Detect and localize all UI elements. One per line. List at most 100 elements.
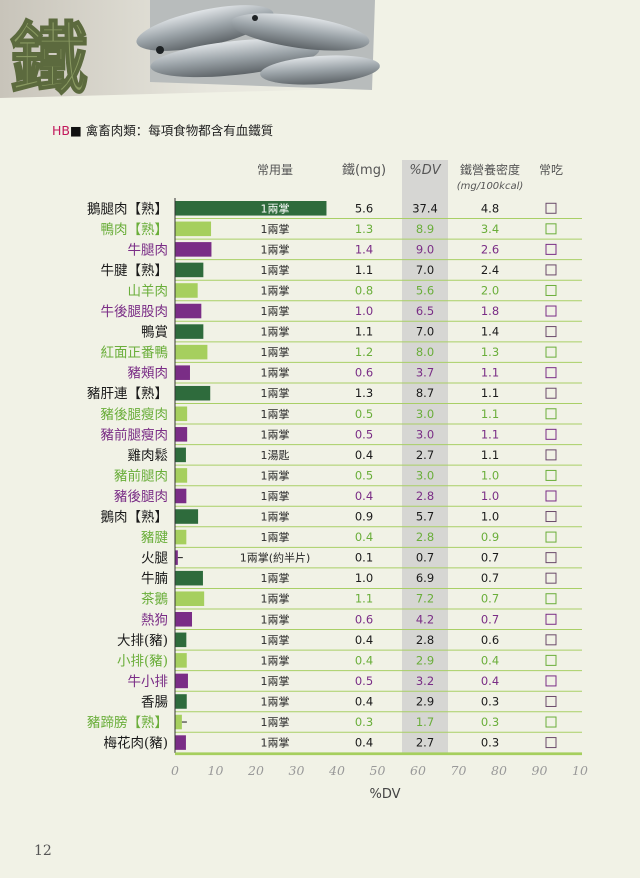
- row-label: 茶鵝: [141, 592, 168, 608]
- bar: [175, 735, 186, 750]
- iron-cell: 1.0: [355, 304, 373, 318]
- iron-cell: 0.4: [355, 653, 373, 667]
- density-cell: 0.3: [481, 736, 499, 750]
- dv-cell: 2.8: [416, 489, 434, 503]
- portion-cell: 1兩掌: [261, 694, 290, 708]
- density-cell: 2.0: [481, 283, 499, 297]
- header-iron: 鐵(mg): [342, 162, 386, 178]
- row-label: 牛腩: [141, 571, 168, 587]
- frequent-checkbox: [545, 264, 557, 276]
- iron-cell: 0.4: [355, 736, 373, 750]
- frequent-checkbox: [545, 716, 557, 728]
- dv-cell: 5.7: [416, 510, 434, 524]
- category-label: 禽畜肉類：: [81, 123, 149, 138]
- bar: [175, 262, 204, 278]
- density-cell: 0.7: [481, 551, 499, 565]
- dv-cell: 6.5: [416, 304, 434, 318]
- row-label: 豬肝連【熟】: [87, 386, 168, 402]
- iron-cell: 0.4: [355, 633, 373, 647]
- frequent-checkbox: [545, 654, 557, 666]
- bar: [175, 673, 188, 689]
- iron-cell: 0.4: [355, 489, 373, 503]
- x-tick-label: 10: [208, 763, 224, 778]
- dv-cell: 2.8: [416, 633, 434, 647]
- density-cell: 1.1: [481, 407, 499, 421]
- header-banner: 鐵: [0, 0, 380, 100]
- dv-cell: 37.4: [412, 201, 438, 215]
- dv-cell: 3.0: [416, 427, 434, 441]
- dv-cell: 8.9: [416, 222, 434, 236]
- row-label: 牛腿肉: [128, 242, 169, 258]
- iron-cell: 0.5: [355, 407, 373, 421]
- density-cell: 4.8: [481, 201, 499, 215]
- dv-cell: 3.0: [416, 407, 434, 421]
- row-label: 火腿: [141, 551, 168, 567]
- iron-cell: 1.3: [355, 386, 373, 400]
- dv-cell: 0.7: [416, 551, 434, 565]
- dv-cell: 3.2: [416, 674, 434, 688]
- portion-cell: 1兩掌: [261, 674, 290, 688]
- dv-cell: 8.7: [416, 386, 434, 400]
- row-label: 大排(豬): [117, 633, 168, 649]
- bar: [175, 385, 211, 401]
- portion-cell: 1兩掌: [261, 612, 290, 626]
- row-label: 牛腱【熟】: [101, 263, 169, 279]
- dv-cell: 6.9: [416, 571, 434, 585]
- density-cell: 1.8: [481, 304, 499, 318]
- portion-cell: 1兩掌: [261, 407, 290, 421]
- dv-cell: 2.7: [416, 448, 434, 462]
- frequent-checkbox: [545, 469, 557, 481]
- dv-cell: 5.6: [416, 283, 434, 297]
- frequent-checkbox: [545, 552, 557, 564]
- dv-cell: 7.0: [416, 325, 434, 339]
- portion-cell: 1兩掌: [261, 489, 290, 503]
- dv-cell: 2.9: [416, 694, 434, 708]
- density-cell: 1.1: [481, 448, 499, 462]
- bar: [175, 344, 208, 360]
- iron-cell: 1.1: [355, 592, 373, 606]
- density-cell: 0.7: [481, 612, 499, 626]
- density-cell: 1.3: [481, 345, 499, 359]
- density-cell: 1.0: [481, 510, 499, 524]
- density-cell: 0.6: [481, 633, 499, 647]
- bar: [175, 550, 178, 565]
- iron-cell: 0.3: [355, 715, 373, 729]
- frequent-checkbox: [545, 675, 557, 687]
- row-label: 鵝腿肉【熟】: [87, 201, 168, 217]
- frequent-checkbox: [545, 284, 557, 296]
- bar: [175, 324, 204, 339]
- row-label: 山羊肉: [128, 283, 169, 299]
- row-label: 豬前腿瘦肉: [101, 426, 169, 443]
- bar: [175, 242, 212, 257]
- header-density-unit: (mg/100kcal): [457, 181, 524, 192]
- frequent-checkbox: [545, 613, 557, 625]
- x-axis-label: %DV: [369, 787, 400, 802]
- row-label: 豬前腿肉: [114, 467, 168, 484]
- frequent-checkbox: [545, 572, 557, 584]
- bar: [175, 714, 182, 730]
- portion-cell: 1兩掌: [261, 427, 290, 441]
- portion-cell: 1兩掌: [261, 263, 290, 277]
- density-cell: 0.9: [481, 530, 499, 544]
- density-cell: 0.7: [481, 592, 499, 606]
- frequent-checkbox: [545, 305, 557, 317]
- dv-cell: 7.2: [416, 592, 434, 606]
- dv-cell: 2.7: [416, 736, 434, 750]
- iron-cell: 0.8: [355, 283, 373, 297]
- frequent-checkbox: [545, 593, 557, 605]
- row-label: 牛小排: [128, 674, 169, 690]
- portion-cell: 1兩掌: [261, 633, 290, 647]
- bar: [175, 612, 193, 627]
- frequent-checkbox: [545, 243, 557, 255]
- row-label: 鵝肉【熟】: [101, 510, 169, 526]
- iron-cell: 0.4: [355, 448, 373, 462]
- dv-cell: 8.0: [416, 345, 434, 359]
- frequent-checkbox: [545, 490, 557, 502]
- iron-cell: 1.3: [355, 222, 373, 236]
- iron-cell: 1.1: [355, 325, 373, 339]
- row-label: 鴨肉【熟】: [101, 222, 169, 238]
- portion-cell: 1兩掌: [261, 222, 290, 236]
- density-cell: 0.4: [481, 674, 499, 688]
- bar: [175, 468, 188, 483]
- bar: [175, 632, 187, 648]
